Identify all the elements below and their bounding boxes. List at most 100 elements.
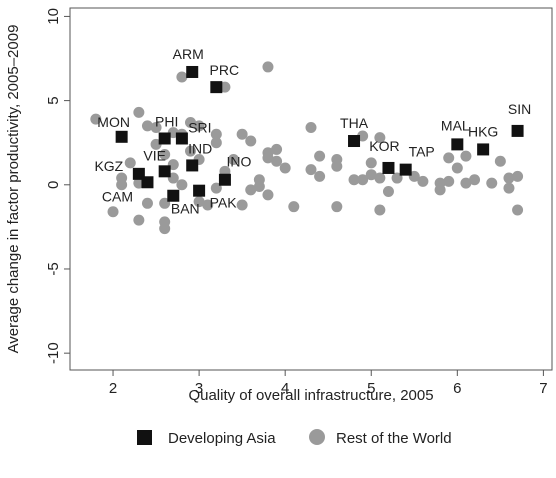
legend: Developing Asia Rest of the World (137, 429, 452, 447)
developing-asia-point (175, 132, 188, 145)
x-axis-label: Quality of overall infrastructure, 2005 (188, 387, 433, 404)
developing-asia-point (451, 138, 464, 151)
rest-of-world-point (331, 160, 343, 172)
rest-of-world-point (245, 184, 257, 196)
developing-asia-point (382, 161, 395, 174)
point-label: IND (188, 140, 212, 156)
rest-of-world-point (486, 177, 498, 189)
rest-of-world-point (365, 157, 377, 169)
point-label: SIN (508, 101, 531, 117)
rest-of-world-point (469, 174, 481, 186)
rest-of-world-point (417, 175, 429, 187)
rest-of-world-point (443, 175, 455, 187)
developing-asia-point (158, 165, 171, 178)
point-label: THA (340, 115, 369, 131)
rest-of-world-point (494, 155, 506, 167)
legend-developing-asia-label: Developing Asia (168, 430, 276, 447)
rest-of-world-point (90, 113, 102, 125)
rest-of-world-point (176, 179, 188, 191)
rest-of-world-point (365, 169, 377, 181)
rest-of-world-point (503, 172, 515, 184)
rest-of-world-point (451, 162, 463, 174)
rest-of-world-point (348, 174, 360, 186)
rest-of-world-point (374, 172, 386, 184)
rest-of-world-point (193, 120, 205, 132)
plot-area: 2 3 4 5 6 7 -10 -5 0 5 10 ARM PRC MON PHI SRI IND VIE KG… (45, 7, 553, 397)
developing-asia-point (348, 135, 361, 148)
x-tick-label: 6 (453, 380, 461, 397)
rest-of-world-point (512, 170, 524, 182)
rest-of-world-point (434, 184, 446, 196)
rest-of-world-point (236, 199, 248, 211)
rest-of-world-point (374, 204, 386, 216)
developing-asia-point (210, 81, 223, 94)
x-axis: 2 3 4 5 6 7 (109, 370, 548, 397)
point-label: MON (97, 114, 130, 130)
rest-of-world-point (460, 177, 472, 189)
rest-of-world-point (133, 214, 145, 226)
rest-of-world-point (271, 155, 283, 167)
developing-asia-series (115, 65, 524, 202)
rest-of-world-point (193, 196, 205, 208)
rest-of-world-point (262, 189, 274, 201)
rest-of-world-point (279, 162, 291, 174)
legend-rest-of-world-label: Rest of the World (336, 430, 452, 447)
y-tick-label: 5 (45, 96, 62, 104)
rest-of-world-point (124, 157, 136, 169)
point-label: KOR (369, 138, 399, 154)
rest-of-world-point (116, 179, 128, 191)
legend-developing-asia-marker (137, 430, 152, 445)
rest-of-world-point (210, 128, 222, 140)
rest-of-world-point (314, 170, 326, 182)
x-tick-label: 3 (195, 380, 203, 397)
developing-asia-point (399, 163, 412, 176)
rest-of-world-series (90, 61, 524, 235)
rest-of-world-point (374, 132, 386, 144)
point-label: TAP (409, 144, 435, 160)
rest-of-world-point (331, 201, 343, 213)
point-label: INO (226, 154, 251, 170)
point-label: BAN (171, 201, 200, 217)
rest-of-world-point (305, 122, 317, 134)
rest-of-world-point (262, 61, 274, 73)
rest-of-world-point (512, 204, 524, 216)
rest-of-world-point (210, 137, 222, 149)
rest-of-world-point (185, 116, 196, 128)
point-label: KGZ (94, 158, 123, 174)
developing-asia-point (511, 124, 524, 137)
y-axis: -10 -5 0 5 10 (45, 8, 70, 364)
legend-rest-of-world-marker (309, 429, 325, 445)
developing-asia-point (477, 143, 490, 156)
rest-of-world-point (271, 143, 283, 155)
rest-of-world-point (288, 201, 300, 213)
rest-of-world-point (253, 174, 265, 186)
point-label: ARM (173, 46, 204, 62)
rest-of-world-point (150, 122, 162, 134)
developing-asia-point (193, 184, 206, 197)
rest-of-world-point (245, 135, 257, 147)
rest-of-world-point (236, 128, 248, 140)
point-label: PHI (155, 113, 178, 129)
point-label: PAK (210, 195, 238, 211)
rest-of-world-point (262, 152, 274, 164)
plot-frame (69, 7, 553, 371)
x-tick-label: 7 (539, 380, 547, 397)
rest-of-world-point (503, 182, 515, 194)
x-tick-label: 5 (367, 380, 375, 397)
developing-asia-point (218, 173, 231, 186)
rest-of-world-point (176, 71, 188, 83)
x-tick-label: 4 (281, 380, 289, 397)
rest-of-world-point (159, 148, 171, 160)
point-label: PRC (210, 62, 240, 78)
rest-of-world-point (357, 174, 369, 186)
point-label: VIE (143, 147, 166, 163)
developing-asia-point (158, 132, 171, 145)
rest-of-world-point (305, 164, 317, 176)
rest-of-world-point (202, 199, 214, 211)
y-tick-label: 10 (45, 8, 62, 25)
rest-of-world-point (228, 154, 240, 166)
rest-of-world-point (133, 106, 145, 118)
developing-asia-point (186, 65, 199, 78)
rest-of-world-point (185, 145, 196, 157)
